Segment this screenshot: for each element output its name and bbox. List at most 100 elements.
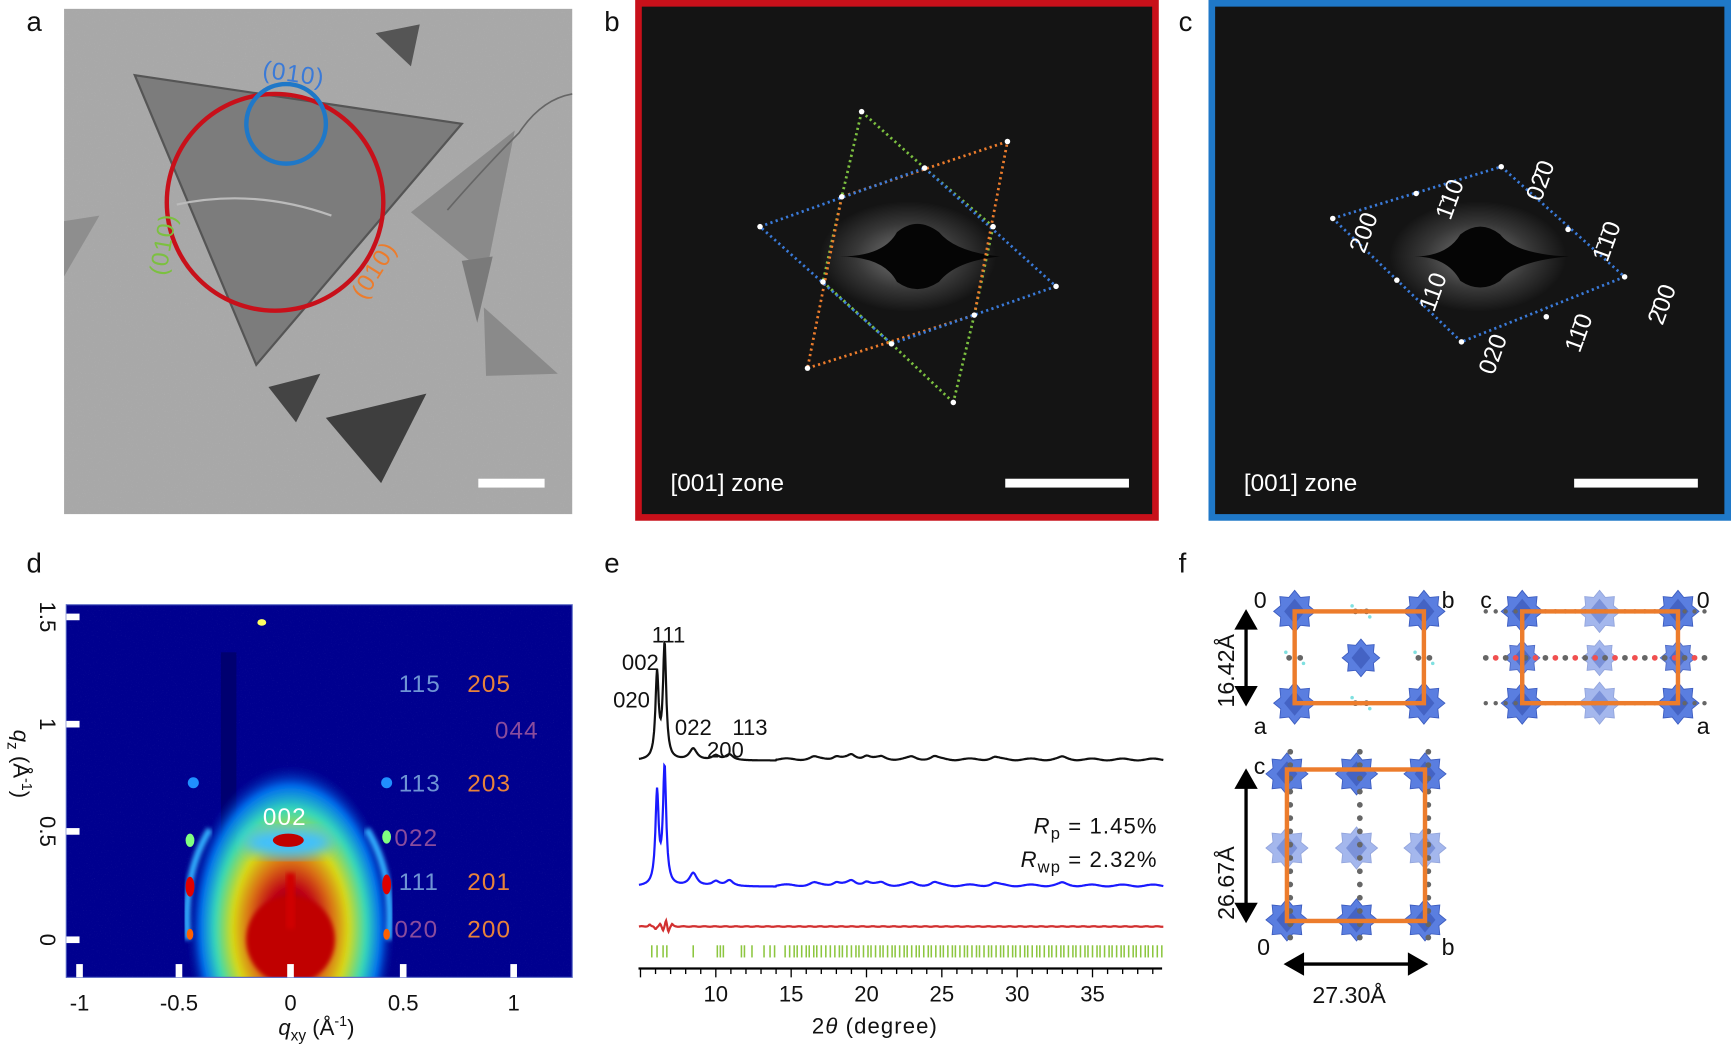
diffraction-spot (888, 341, 895, 347)
axis-origin-label: 0 (1697, 587, 1710, 613)
axis-c-label: c (1480, 587, 1492, 613)
hkl-label: 020 (394, 917, 438, 944)
atom (1356, 815, 1363, 822)
x-tick-label: -1 (70, 991, 90, 1016)
polyoxometalate-cluster (1581, 639, 1618, 677)
nanosheet-triangle (268, 373, 321, 423)
diffraction-spot (971, 312, 978, 318)
atom (1356, 841, 1363, 848)
diffraction-spot (804, 365, 811, 371)
atom (1350, 604, 1354, 608)
atom (1692, 700, 1697, 706)
saed-pattern-b: [001] zone (635, 0, 1159, 521)
peak-label: 113 (732, 715, 767, 740)
atom (1426, 654, 1433, 661)
hkl-label: 113 (399, 771, 441, 798)
diffraction-spot (1458, 339, 1465, 345)
diffraction-spot (1498, 163, 1504, 170)
nanosheet-triangle (483, 307, 558, 376)
x-tick-label: 35 (1080, 982, 1105, 1007)
orange-dotted-line (807, 313, 975, 370)
diffraction-spot (1543, 313, 1550, 320)
panel-label-d: d (27, 548, 42, 579)
axis-a-label: a (1697, 713, 1710, 739)
atom (1356, 801, 1363, 808)
hkl-label: 201 (467, 869, 511, 896)
blue-dotted-line (891, 285, 1057, 346)
atom (1356, 894, 1363, 901)
peak-label: 200 (707, 737, 744, 762)
atom (1356, 788, 1363, 795)
atom (1602, 654, 1608, 661)
atom (1425, 762, 1432, 768)
x-tick-mark (287, 964, 294, 978)
atom (1612, 654, 1618, 661)
diffraction-spot (1330, 215, 1336, 222)
unit-cell-ab (1292, 609, 1427, 706)
axis-origin-label: 0 (1254, 587, 1267, 613)
y-tick-mark (66, 720, 80, 728)
atom (1503, 700, 1508, 706)
nanosheet-triangle (375, 24, 420, 67)
diffraction-spot (757, 223, 763, 230)
atom (1641, 654, 1648, 661)
atom (1622, 654, 1628, 661)
axis-a-label: a (1254, 713, 1267, 739)
diffraction-spot (921, 165, 928, 171)
diffraction-spot (1413, 190, 1419, 197)
x-tick-label: 0 (284, 991, 296, 1016)
blue-dotted-line (1460, 275, 1626, 344)
diffraction-spot (838, 194, 845, 200)
atom (1368, 615, 1372, 619)
scale-bar (478, 478, 545, 488)
x-tick-label: 25 (930, 982, 955, 1007)
y-tick-label: 1.5 (35, 602, 60, 633)
dimension-a: 16.42Å (1212, 634, 1239, 708)
atom (1350, 695, 1354, 700)
atom (1483, 609, 1488, 614)
peak-label: 111 (652, 622, 686, 647)
atom (1425, 748, 1432, 755)
diffraction-spot (1565, 226, 1571, 233)
selected-area-circle-red (164, 91, 386, 313)
atom (1287, 934, 1294, 941)
x-tick-label: 0.5 (388, 991, 419, 1016)
atom (1368, 706, 1372, 711)
panel-label-a: a (27, 6, 43, 37)
hkl-label: 205 (467, 671, 511, 698)
atom (1287, 762, 1294, 768)
panel-label-c: c (1179, 6, 1193, 37)
orange-dotted-line (806, 196, 844, 369)
atom (1702, 609, 1707, 614)
hkl-label: 115 (399, 671, 441, 698)
atom (1692, 609, 1697, 614)
nanosheet-triangle (132, 73, 464, 367)
panel-label-f: f (1179, 548, 1187, 579)
atom (1356, 881, 1363, 888)
observed-curve (638, 640, 1164, 762)
diffraction-spot (1053, 283, 1059, 290)
atom (1356, 828, 1363, 835)
blue-dotted-line (1332, 165, 1502, 220)
tem-image: (010) (010) (010) (64, 8, 573, 515)
hkl-label: 002 (263, 804, 307, 831)
calculated-curve (638, 762, 1164, 888)
diffraction-spot (820, 279, 826, 285)
diffraction-spot (1394, 277, 1400, 283)
difference-curve (638, 917, 1164, 935)
atom (1356, 775, 1363, 782)
polyoxometalate-cluster (1334, 826, 1379, 870)
atom (1632, 654, 1638, 661)
hkl-label: 200 (467, 917, 511, 944)
atom (1301, 661, 1306, 666)
panel-label-e: e (604, 548, 619, 579)
x-tick-label: -0.5 (160, 991, 198, 1016)
axis-origin-label: 0 (1257, 934, 1270, 960)
atom (1425, 934, 1432, 941)
atom (1513, 609, 1518, 614)
atom (1512, 654, 1519, 661)
axis-c-label: c (1254, 753, 1266, 779)
atom (1286, 654, 1293, 661)
